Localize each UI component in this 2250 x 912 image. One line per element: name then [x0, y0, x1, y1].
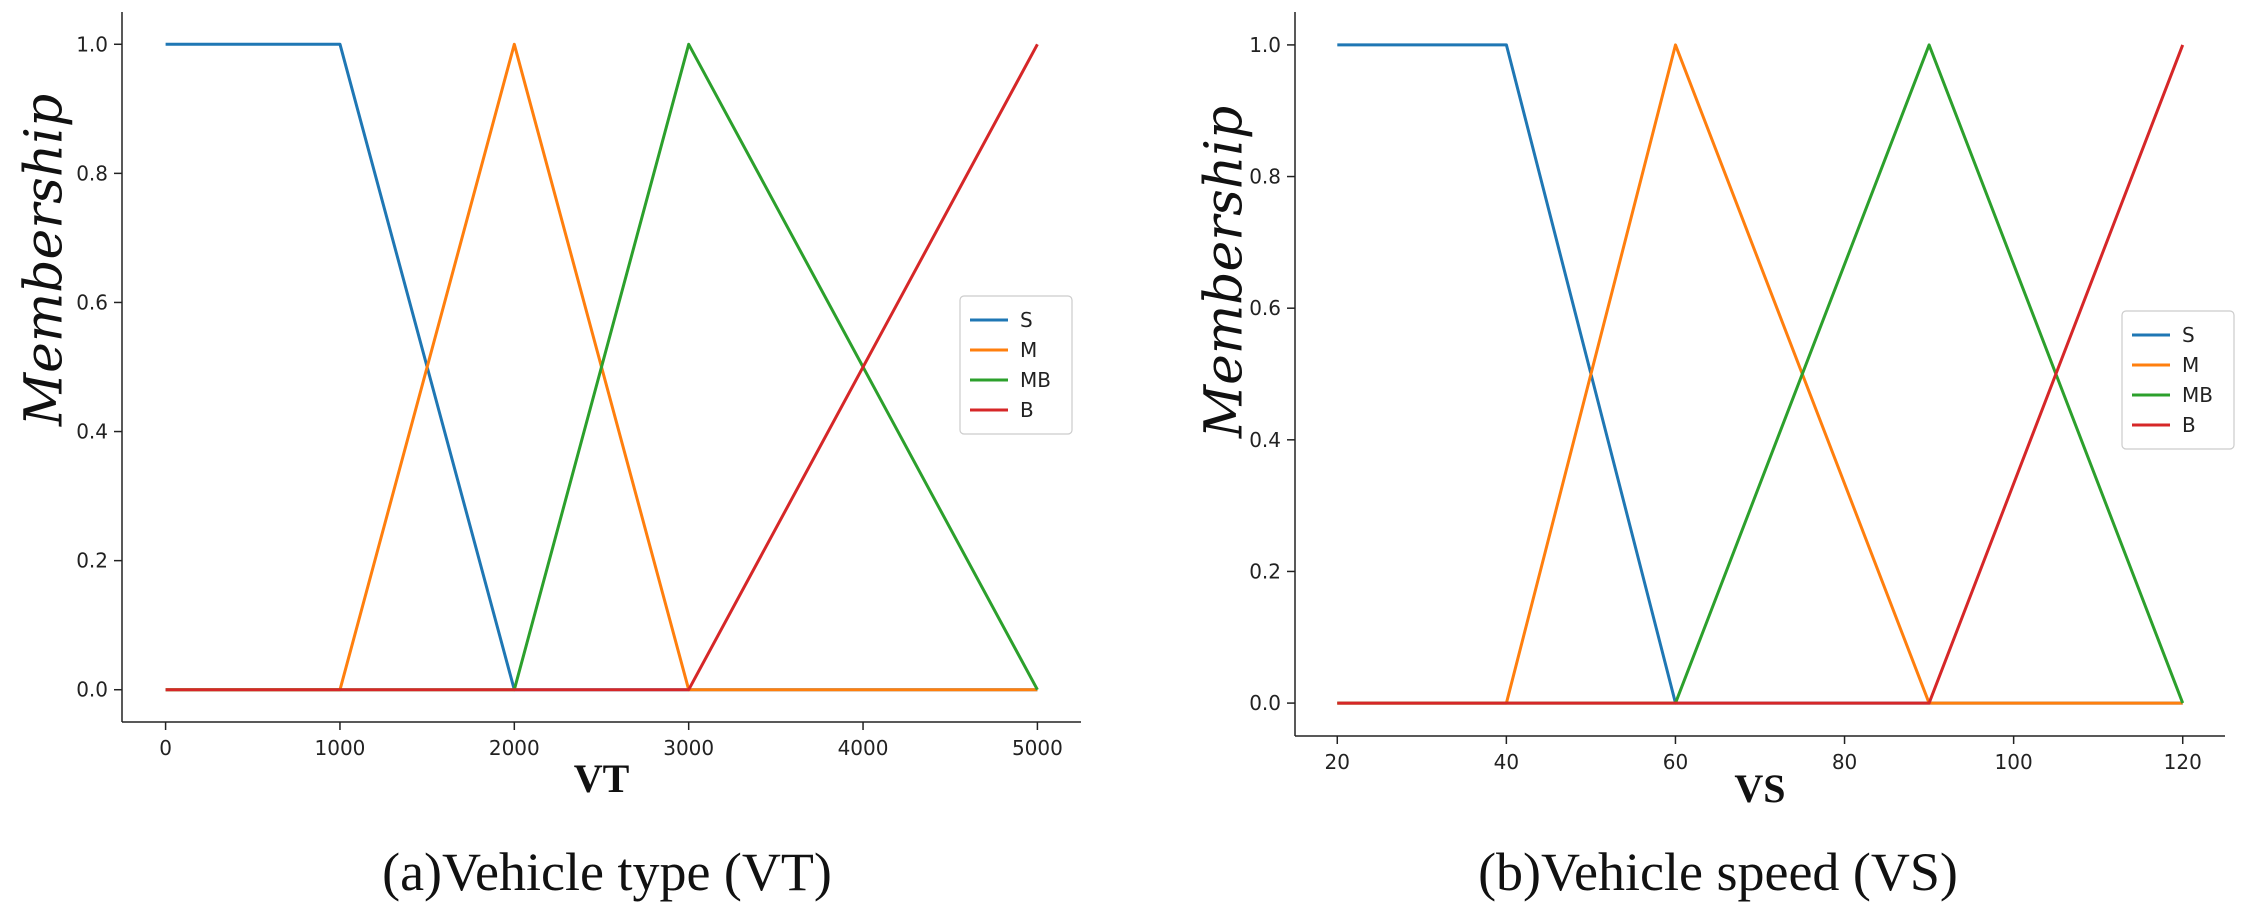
y-tick-label: 0.4 — [76, 420, 108, 444]
legend-label-b: B — [1020, 398, 1034, 422]
x-tick-label: 4000 — [838, 736, 889, 760]
series-line-mb — [165, 42, 1039, 692]
y-tick-label: 1.0 — [1249, 33, 1281, 57]
y-tick-label: 0.6 — [76, 290, 108, 314]
legend: SM MB B — [959, 295, 1073, 435]
legend-label-s: S — [1020, 308, 1033, 332]
y-tick-label: 0.0 — [1249, 691, 1281, 715]
x-tick-label: 80 — [1832, 750, 1857, 774]
x-tick-label: 2000 — [489, 736, 540, 760]
x-axis-label: VS — [1734, 766, 1785, 811]
series-line-b — [1337, 44, 2185, 705]
x-tick-label: 60 — [1663, 750, 1688, 774]
figure-caption: (b)Vehicle speed (VS) — [1478, 842, 1958, 902]
y-tick-label: 0.8 — [1249, 165, 1281, 189]
x-tick-label: 1000 — [315, 736, 366, 760]
legend-box — [2121, 310, 2235, 450]
legend-label-m: M — [1020, 338, 1037, 362]
y-tick-label: 0.8 — [76, 161, 108, 185]
legend: SM MB B — [2121, 310, 2235, 450]
y-tick-label: 0.6 — [1249, 296, 1281, 320]
x-axis-label: VT — [574, 756, 630, 801]
legend-label-mb: MB — [2182, 383, 2213, 407]
legend-label-mb: MB — [1020, 368, 1051, 392]
y-tick-label: 0.2 — [1249, 559, 1281, 583]
chart-panel-2: 20 40 60 80 100 120 0.0 0.2 0.4 0.6 0.8 1.0 VS Member… — [1195, 12, 2235, 902]
x-tick-label: 5000 — [1012, 736, 1063, 760]
legend-label-b: B — [2182, 413, 2196, 437]
y-tick-label: 1.0 — [76, 32, 108, 56]
legend-label-s: S — [2182, 323, 2195, 347]
y-axis-label: Membership — [15, 94, 75, 427]
x-tick-label: 0 — [159, 736, 172, 760]
chart-panel-1: 0 1000 2000 3000 4000 5000 0.0 0.2 0.4 0.6 0.8 1.0 V… — [15, 12, 1081, 902]
legend-label-m: M — [2182, 353, 2199, 377]
figure-caption: (a)Vehicle type (VT) — [382, 842, 832, 902]
x-tick-label: 120 — [2164, 750, 2202, 774]
y-tick-label: 0.4 — [1249, 428, 1281, 452]
x-tick-label: 100 — [1995, 750, 2033, 774]
y-tick-label: 0.0 — [76, 678, 108, 702]
y-tick-label: 0.2 — [76, 549, 108, 573]
x-tick-label: 20 — [1325, 750, 1350, 774]
x-tick-label: 40 — [1494, 750, 1519, 774]
series-line-b — [165, 43, 1039, 692]
x-tick-label: 3000 — [663, 736, 714, 760]
y-axis-label: Membership — [1195, 106, 1255, 439]
legend-box — [959, 295, 1073, 435]
